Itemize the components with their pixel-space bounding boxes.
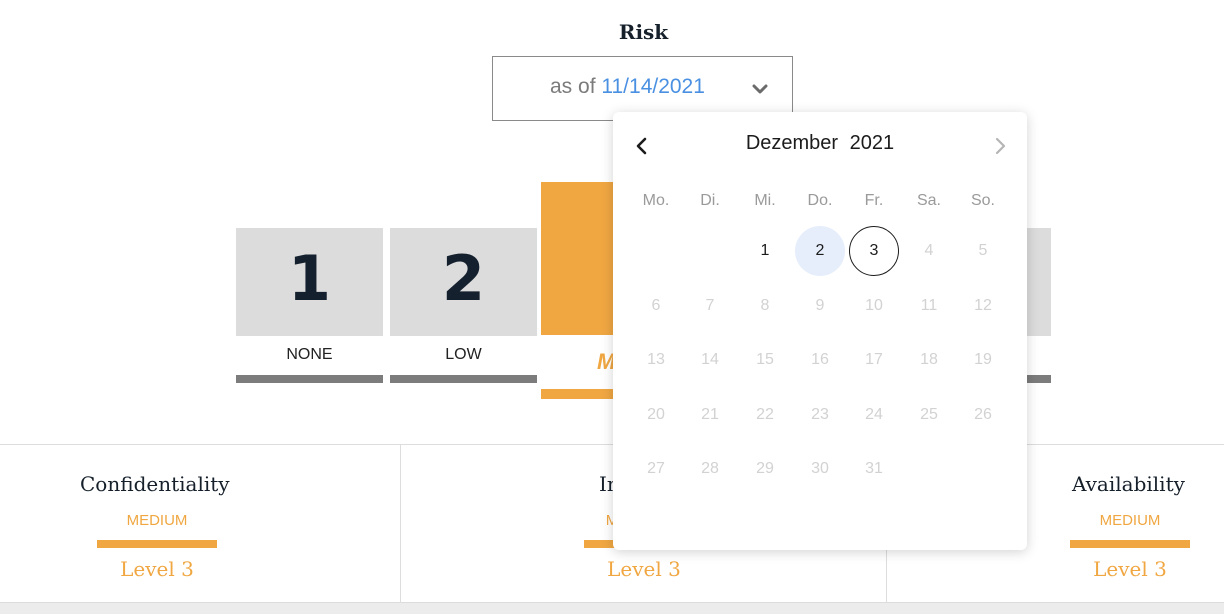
- calendar-day: 10: [865, 297, 883, 314]
- page-title: Risk: [618, 20, 669, 44]
- date-select-dropdown[interactable]: as of 11/14/2021: [492, 56, 793, 121]
- calendar-day: 13: [647, 351, 665, 368]
- calendar-day: 27: [647, 460, 665, 477]
- panel-level-bar: [1070, 540, 1190, 548]
- panel-title-availability: Availability: [1072, 472, 1185, 496]
- panel-level-bar: [97, 540, 217, 548]
- panel-level-name: MEDIUM: [1099, 512, 1161, 529]
- calendar-day: 11: [920, 297, 938, 314]
- date-picker-popup: Dezember 2021 Mo. Di. Mi. Do. Fr. Sa. So. 1 2 3 4 5…: [613, 112, 1027, 550]
- calendar-day: 4: [924, 242, 934, 259]
- calendar-day: 15: [756, 351, 774, 368]
- calendar-day: 26: [974, 406, 992, 423]
- chevron-down-icon[interactable]: [752, 81, 768, 97]
- calendar-day: 14: [701, 351, 719, 368]
- weekday-header: Do.: [807, 192, 833, 209]
- calendar-day: 7: [705, 297, 715, 314]
- calendar-day: 20: [647, 406, 665, 423]
- section-divider: [0, 444, 1224, 445]
- panel-title-confidentiality: Confidentiality: [80, 472, 230, 496]
- calendar-day: 9: [815, 297, 825, 314]
- calendar-day: 8: [760, 297, 770, 314]
- calendar-day: 19: [974, 351, 992, 368]
- weekday-header: Sa.: [916, 192, 941, 209]
- score-bar: [390, 375, 537, 383]
- weekday-header: Di.: [700, 192, 720, 209]
- score-tile-none[interactable]: 1: [236, 228, 383, 336]
- date-prefix: as of: [550, 75, 596, 98]
- weekday-header: Mi.: [754, 192, 776, 209]
- calendar-day: 21: [701, 406, 719, 423]
- calendar-day: 25: [920, 406, 938, 423]
- chevron-left-icon[interactable]: [633, 136, 651, 156]
- calendar-day: 23: [811, 406, 829, 423]
- panel-divider: [400, 445, 401, 602]
- calendar-month-year: Dezember 2021: [613, 132, 1027, 155]
- calendar-day: 24: [865, 406, 883, 423]
- calendar-day: 29: [756, 460, 774, 477]
- score-label-medium: M: [597, 349, 616, 374]
- calendar-day: 22: [756, 406, 774, 423]
- calendar-day: 18: [920, 351, 938, 368]
- date-select-label: as of 11/14/2021: [550, 75, 705, 99]
- footer-strip: [0, 602, 1224, 614]
- panel-level: Level 3: [1093, 557, 1167, 581]
- calendar-day: 28: [701, 460, 719, 477]
- panel-level: Level 3: [120, 557, 194, 581]
- calendar-year: 2021: [849, 132, 895, 154]
- panel-level: Level 3: [607, 557, 681, 581]
- weekday-header: So.: [970, 192, 995, 209]
- score-number: 2: [441, 242, 486, 315]
- calendar-day: 12: [974, 297, 992, 314]
- calendar-day: 5: [978, 242, 988, 259]
- calendar-day: 31: [865, 460, 883, 477]
- score-number: 1: [287, 242, 332, 315]
- calendar-day[interactable]: 1: [760, 242, 770, 259]
- calendar-day[interactable]: 2: [795, 226, 845, 276]
- calendar-day[interactable]: 3: [849, 226, 899, 276]
- calendar-day: 30: [811, 460, 829, 477]
- weekday-header: Fr.: [864, 192, 884, 209]
- calendar-month: Dezember: [745, 132, 839, 154]
- score-label: NONE: [286, 346, 333, 363]
- calendar-day: 6: [651, 297, 661, 314]
- weekday-header: Mo.: [642, 192, 670, 209]
- score-bar: [236, 375, 383, 383]
- selected-date: 11/14/2021: [601, 75, 705, 98]
- score-label: LOW: [445, 346, 482, 363]
- chevron-right-icon[interactable]: [991, 136, 1009, 156]
- calendar-day: 17: [865, 351, 883, 368]
- calendar-day: 16: [811, 351, 829, 368]
- score-tile-low[interactable]: 2: [390, 228, 537, 336]
- panel-level-name: MEDIUM: [126, 512, 188, 529]
